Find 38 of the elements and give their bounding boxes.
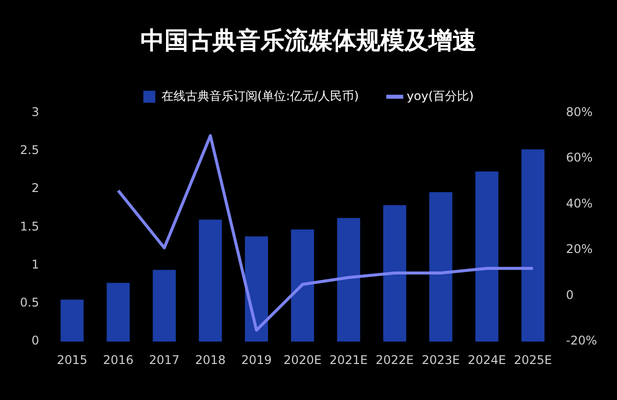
x-tick-label: 2019 — [241, 352, 272, 367]
bar — [198, 220, 222, 342]
x-tick-label: 2018 — [195, 352, 226, 367]
x-tick-label: 2024E — [468, 352, 506, 367]
y-tick-label: 0.5 — [20, 296, 40, 310]
y2-tick-label: 60% — [566, 150, 593, 165]
bar — [106, 282, 130, 342]
bar — [291, 229, 314, 342]
x-tick-label: 2023E — [422, 352, 460, 367]
x-tick-label: 2016 — [102, 352, 134, 367]
bar — [337, 218, 360, 342]
bar — [383, 205, 406, 342]
legend-label: 在线古典音乐订阅(单位:亿元/人民币) — [161, 88, 359, 103]
y2-tick-label: 80% — [566, 104, 593, 119]
chart-title: 中国古典音乐流媒体规模及增速 — [140, 26, 476, 55]
y-tick-label: 2 — [31, 181, 40, 196]
bar — [152, 270, 176, 342]
x-tick-label: 2020E — [283, 352, 322, 367]
y-tick-label: 1 — [31, 257, 40, 272]
bar — [60, 300, 84, 342]
bar — [244, 236, 268, 342]
x-tick-label: 2017 — [149, 352, 180, 367]
y-tick-label: 0 — [31, 334, 40, 348]
x-tick-label: 2015 — [56, 352, 88, 367]
x-tick-label: 2025E — [514, 352, 552, 367]
bar — [521, 149, 544, 342]
bar — [429, 192, 452, 342]
x-tick-label: 2021E — [330, 352, 368, 367]
y2-tick-label: -20% — [566, 334, 598, 348]
y2-tick-label: 40% — [566, 196, 593, 210]
y2-tick-label: 20% — [566, 242, 593, 256]
y-tick-label: 1.5 — [20, 219, 40, 234]
legend-label: yoy(百分比) — [406, 88, 474, 103]
bar — [475, 172, 498, 342]
x-tick-label: 2022E — [376, 352, 414, 367]
y-tick-label: 3 — [31, 104, 40, 119]
y2-tick-label: 0 — [566, 288, 574, 302]
y-tick-label: 2.5 — [20, 143, 40, 158]
